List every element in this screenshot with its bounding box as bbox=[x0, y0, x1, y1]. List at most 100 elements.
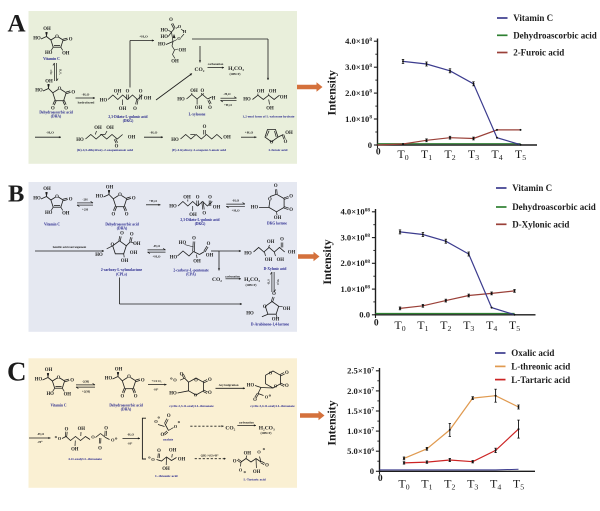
svg-text:HO: HO bbox=[243, 98, 251, 103]
svg-text:⊖: ⊖ bbox=[243, 470, 246, 474]
svg-text:OH: OH bbox=[71, 448, 79, 453]
svg-text:(OBLT): (OBLT) bbox=[245, 283, 256, 287]
svg-text:O: O bbox=[161, 433, 165, 438]
svg-text:H₂O₂: H₂O₂ bbox=[59, 69, 62, 75]
svg-text:2-Furoic acid: 2-Furoic acid bbox=[513, 48, 564, 58]
svg-text:⊖: ⊖ bbox=[157, 416, 160, 420]
svg-text:OH: OH bbox=[288, 251, 296, 256]
svg-text:Intensity: Intensity bbox=[320, 239, 334, 284]
svg-text:carbonation: carbonation bbox=[239, 421, 254, 425]
svg-text:OH: OH bbox=[193, 260, 201, 265]
svg-text:OH: OH bbox=[64, 393, 72, 398]
svg-text:O: O bbox=[154, 419, 158, 424]
svg-text:(DHA): (DHA) bbox=[51, 115, 62, 119]
svg-text:HO: HO bbox=[161, 29, 169, 34]
svg-text:HO: HO bbox=[161, 35, 169, 40]
svg-text:O: O bbox=[289, 195, 293, 200]
svg-text:⊖: ⊖ bbox=[178, 420, 181, 424]
svg-text:OH: OH bbox=[45, 368, 53, 373]
svg-text:HO: HO bbox=[170, 256, 178, 261]
svg-text:Dehydroascorbic acid: Dehydroascorbic acid bbox=[105, 223, 138, 227]
svg-text:+H₂O: +H₂O bbox=[232, 209, 240, 213]
svg-text:O: O bbox=[65, 428, 69, 433]
svg-text:-H₂O: -H₂O bbox=[37, 432, 45, 436]
svg-text:OH: OH bbox=[244, 452, 252, 457]
svg-text:H₂CO₃: H₂CO₃ bbox=[244, 277, 260, 283]
svg-text:2,3-Diketo-L-gulonic acid: 2,3-Diketo-L-gulonic acid bbox=[108, 115, 147, 119]
svg-text:-2(H) /+(O)+H⁺: -2(H) /+(O)+H⁺ bbox=[200, 453, 219, 457]
svg-text:-H⁺: -H⁺ bbox=[37, 440, 43, 444]
svg-text:0: 0 bbox=[374, 319, 379, 329]
svg-text:2.0×1008: 2.0×1008 bbox=[340, 258, 370, 268]
svg-text:OH: OH bbox=[277, 258, 285, 263]
svg-text:O: O bbox=[194, 378, 198, 383]
svg-text:A: A bbox=[8, 11, 26, 38]
svg-text:O: O bbox=[272, 292, 276, 297]
svg-text:O: O bbox=[208, 106, 212, 111]
svg-text:OH: OH bbox=[183, 195, 191, 200]
svg-text:D-Xylonic acid: D-Xylonic acid bbox=[264, 267, 287, 271]
svg-text:O: O bbox=[270, 141, 274, 146]
svg-text:O: O bbox=[284, 140, 288, 145]
svg-text:0: 0 bbox=[368, 140, 372, 150]
svg-text:OH: OH bbox=[213, 206, 221, 211]
svg-text:O: O bbox=[203, 125, 207, 130]
svg-text:H: H bbox=[183, 29, 187, 34]
svg-text:⊖: ⊖ bbox=[263, 447, 266, 451]
svg-text:O: O bbox=[274, 184, 278, 189]
svg-text:OH: OH bbox=[272, 318, 280, 323]
svg-text:OH: OH bbox=[257, 90, 265, 95]
svg-text:O: O bbox=[167, 414, 171, 419]
svg-text:OH: OH bbox=[179, 49, 187, 54]
svg-text:O: O bbox=[257, 450, 261, 455]
svg-text:+2(H): +2(H) bbox=[82, 389, 90, 393]
svg-text:T5: T5 bbox=[509, 318, 520, 333]
svg-text:O: O bbox=[192, 237, 196, 242]
svg-text:⊖: ⊖ bbox=[269, 394, 272, 398]
svg-text:O: O bbox=[104, 427, 108, 432]
svg-text:HO: HO bbox=[169, 392, 177, 397]
svg-text:OH: OH bbox=[265, 258, 273, 263]
svg-text:T5: T5 bbox=[515, 147, 526, 162]
svg-text:4-O-oxalyl-L-threonate: 4-O-oxalyl-L-threonate bbox=[68, 457, 102, 461]
svg-text:2-carboxy-L-xylonolactone: 2-carboxy-L-xylonolactone bbox=[101, 268, 143, 272]
svg-text:HO: HO bbox=[251, 206, 259, 211]
svg-text:(DKG): (DKG) bbox=[123, 119, 134, 123]
svg-text:O: O bbox=[121, 394, 125, 399]
svg-text:cyclic-3,4-O-oxalyl-L-threonat: cyclic-3,4-O-oxalyl-L-threonate bbox=[250, 404, 295, 408]
svg-text:-H₂O: -H₂O bbox=[232, 198, 240, 202]
svg-text:T3: T3 bbox=[463, 318, 474, 333]
svg-text:T4: T4 bbox=[486, 318, 497, 333]
svg-text:L-threonic acid: L-threonic acid bbox=[511, 362, 570, 372]
svg-text:O: O bbox=[71, 90, 75, 95]
svg-text:OH: OH bbox=[119, 107, 127, 112]
svg-text:OH: OH bbox=[114, 89, 122, 94]
svg-text:-H₂O: -H₂O bbox=[150, 131, 158, 135]
svg-text:-H₂O: -H₂O bbox=[153, 244, 161, 248]
svg-text:cyclic-2,3-O-oxalyl-L-threonat: cyclic-2,3-O-oxalyl-L-threonate bbox=[169, 404, 214, 408]
svg-text:HO: HO bbox=[76, 138, 84, 143]
svg-text:⊖: ⊖ bbox=[148, 456, 151, 460]
svg-text:-H₂O: -H₂O bbox=[82, 92, 90, 96]
svg-text:C: C bbox=[7, 356, 27, 386]
svg-text:O: O bbox=[174, 424, 178, 429]
svg-text:OH: OH bbox=[144, 97, 152, 102]
svg-text:O: O bbox=[58, 436, 62, 441]
svg-text:carbonation: carbonation bbox=[208, 62, 224, 66]
svg-text:O: O bbox=[289, 208, 293, 213]
svg-text:T3: T3 bbox=[468, 147, 479, 162]
svg-text:2-carboxy-L-pentonate: 2-carboxy-L-pentonate bbox=[173, 269, 209, 273]
svg-text:Dehydroascorbic acid: Dehydroascorbic acid bbox=[39, 111, 72, 115]
svg-text:O: O bbox=[269, 371, 273, 376]
svg-text:HO: HO bbox=[171, 138, 179, 143]
svg-text:O: O bbox=[57, 376, 61, 381]
svg-text:OH: OH bbox=[189, 213, 197, 218]
svg-text:O: O bbox=[130, 233, 134, 238]
svg-text:OH: OH bbox=[223, 136, 231, 141]
svg-text:1,2-enol form of L-xylosone hy: 1,2-enol form of L-xylosone hydrate bbox=[243, 114, 295, 118]
svg-text:4.0×1008: 4.0×1008 bbox=[340, 207, 370, 217]
svg-text:0: 0 bbox=[370, 466, 374, 476]
svg-text:OH: OH bbox=[94, 126, 102, 131]
svg-text:T0: T0 bbox=[397, 147, 408, 162]
svg-text:T0: T0 bbox=[398, 477, 409, 492]
